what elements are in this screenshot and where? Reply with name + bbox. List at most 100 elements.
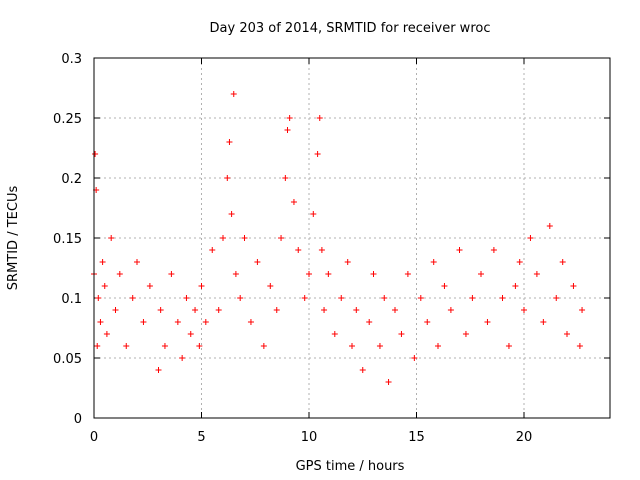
data-point (349, 343, 355, 349)
data-point (527, 235, 534, 241)
data-point (301, 295, 308, 301)
data-point (499, 295, 506, 301)
y-tick-label: 0.05 (53, 352, 82, 367)
data-point (370, 271, 377, 277)
data-point (490, 247, 497, 253)
x-tick-label: 15 (408, 430, 425, 445)
data-point (314, 151, 321, 157)
data-point (564, 331, 570, 337)
data-point (209, 247, 216, 253)
data-points (91, 91, 586, 385)
data-point (295, 247, 302, 253)
data-point (456, 247, 463, 253)
data-point (576, 343, 583, 349)
data-point (174, 319, 181, 325)
y-tick-label: 0.1 (61, 292, 82, 307)
data-point (260, 343, 267, 349)
data-point (134, 259, 140, 265)
data-point (579, 307, 586, 313)
data-point (168, 271, 175, 277)
data-point (505, 343, 512, 349)
data-point (123, 343, 130, 349)
data-point (469, 295, 476, 301)
data-point (94, 343, 101, 349)
data-point (533, 271, 540, 277)
data-point (187, 331, 194, 337)
data-point (108, 235, 115, 241)
data-point (447, 307, 454, 313)
data-point (398, 331, 405, 337)
data-point (540, 319, 547, 325)
data-point (183, 295, 190, 301)
data-point (441, 283, 448, 289)
x-tick-label: 0 (90, 430, 98, 445)
data-point (155, 367, 162, 373)
data-point (226, 139, 233, 145)
data-point (224, 175, 231, 181)
data-point (202, 319, 209, 325)
data-point (570, 283, 577, 289)
data-point (232, 271, 239, 277)
data-point (215, 307, 222, 313)
data-point (381, 295, 388, 301)
data-point (103, 331, 110, 337)
data-point (376, 343, 383, 349)
y-tick-label: 0.2 (61, 172, 82, 187)
data-point (129, 295, 136, 301)
x-tick-label: 5 (197, 430, 205, 445)
data-point (220, 235, 226, 241)
data-point (331, 331, 338, 337)
data-point (157, 307, 164, 313)
data-point (140, 319, 147, 325)
data-point (97, 319, 104, 325)
plot-frame (93, 57, 611, 419)
y-tick-label: 0.25 (53, 112, 82, 127)
x-tick-label: 10 (301, 430, 318, 445)
data-point (273, 307, 280, 313)
data-point (321, 307, 328, 313)
data-point (344, 259, 351, 265)
data-point (306, 271, 312, 277)
data-point (385, 379, 392, 385)
data-point (92, 151, 99, 157)
data-point (516, 259, 523, 265)
data-point (267, 283, 274, 289)
data-point (230, 91, 237, 97)
data-point (553, 295, 560, 301)
data-point (112, 307, 119, 313)
data-point (424, 319, 431, 325)
data-point (282, 175, 289, 181)
data-point (99, 259, 106, 265)
data-point (161, 343, 168, 349)
data-point (228, 211, 235, 217)
data-point (198, 283, 205, 289)
data-point (353, 307, 360, 313)
data-point (404, 271, 411, 277)
data-point (392, 307, 398, 313)
y-axis-label: SRMTID / TECUs (6, 186, 21, 291)
data-point (196, 343, 203, 349)
data-point (286, 115, 293, 121)
axis-ticks: 0 0.05 0.1 0.15 0.2 0.25 0.3 0 5 10 15 20 (53, 52, 610, 445)
data-point (411, 355, 418, 361)
data-point (101, 283, 108, 289)
y-tick-label: 0 (74, 412, 82, 427)
data-point (146, 283, 153, 289)
data-point (325, 271, 332, 277)
data-point (290, 199, 297, 205)
y-tick-label: 0.15 (53, 232, 82, 247)
data-point (430, 259, 437, 265)
data-point (359, 367, 366, 373)
x-axis-label: GPS time / hours (296, 459, 405, 474)
chart-title: Day 203 of 2014, SRMTID for receiver wro… (210, 21, 491, 36)
data-point (521, 307, 527, 313)
data-point (247, 319, 254, 325)
data-point (484, 319, 491, 325)
data-point (318, 247, 325, 253)
data-point (179, 355, 186, 361)
data-point (95, 295, 102, 301)
data-point (512, 283, 519, 289)
data-point (254, 259, 261, 265)
data-point (366, 319, 373, 325)
